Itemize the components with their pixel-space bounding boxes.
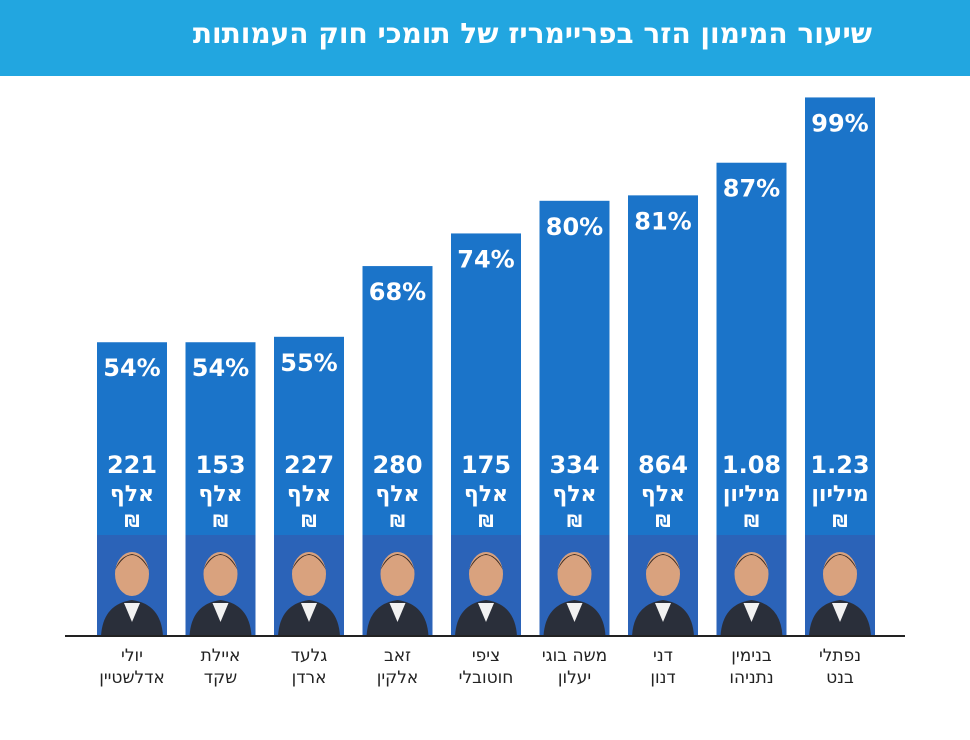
portrait-image <box>451 535 521 636</box>
name-last-label: אלקין <box>377 668 419 688</box>
percent-label: 80% <box>546 213 603 241</box>
currency-label: ₪ <box>390 512 405 532</box>
portrait-image <box>716 535 787 636</box>
name-last-label: בנט <box>826 668 854 688</box>
currency-label: ₪ <box>478 512 493 532</box>
portrait-image <box>539 535 610 636</box>
percent-label: 99% <box>811 109 868 137</box>
name-first-label: זאב <box>384 646 411 666</box>
percent-label: 74% <box>457 245 514 273</box>
unit-label: מיליון <box>723 482 780 507</box>
amount-label: 280 <box>372 451 422 479</box>
amount-label: 227 <box>284 451 334 479</box>
unit-label: אלף <box>375 482 419 507</box>
amount-label: 864 <box>638 451 688 479</box>
currency-label: ₪ <box>832 512 847 532</box>
amount-label: 334 <box>549 451 599 479</box>
percent-label: 81% <box>634 207 691 235</box>
name-first-label: משה בוגי <box>542 646 607 666</box>
unit-label: אלף <box>552 482 596 507</box>
unit-label: אלף <box>464 482 508 507</box>
name-last-label: אדלשטיין <box>99 668 165 688</box>
currency-label: ₪ <box>124 512 139 532</box>
amount-label: 1.23 <box>810 451 869 479</box>
unit-label: אלף <box>287 482 331 507</box>
amount-label: 1.08 <box>722 451 781 479</box>
name-first-label: יולי <box>121 646 143 666</box>
unit-label: אלף <box>110 482 154 507</box>
name-first-label: דני <box>653 646 673 666</box>
currency-label: ₪ <box>213 512 228 532</box>
name-last-label: דנון <box>650 668 675 688</box>
name-last-label: נתניהו <box>729 668 773 688</box>
percent-label: 54% <box>192 354 249 382</box>
portrait-image <box>628 535 698 636</box>
chart-title: שיעור המימון הזר בפריימריז של תומכי חוק … <box>192 17 872 50</box>
name-first-label: בנימין <box>731 646 772 666</box>
name-last-label: ארדן <box>292 668 327 688</box>
name-last-label: שקד <box>204 668 237 688</box>
currency-label: ₪ <box>301 512 316 532</box>
unit-label: מיליון <box>811 482 868 507</box>
amount-label: 175 <box>461 451 511 479</box>
amount-label: 153 <box>195 451 245 479</box>
portrait-image <box>362 535 433 636</box>
name-first-label: איילת <box>201 646 241 666</box>
name-first-label: גלעד <box>291 646 328 666</box>
amount-label: 221 <box>107 451 157 479</box>
percent-label: 55% <box>280 349 337 377</box>
unit-label: אלף <box>198 482 242 507</box>
name-first-label: נפתלי <box>819 646 861 666</box>
name-first-label: ציפי <box>472 646 500 666</box>
portrait-image <box>185 535 256 636</box>
portrait-image <box>97 535 167 636</box>
portrait-image <box>274 535 344 636</box>
percent-label: 54% <box>103 354 160 382</box>
portrait-image <box>805 535 875 636</box>
name-last-label: יעלון <box>558 668 591 688</box>
currency-label: ₪ <box>567 512 582 532</box>
name-last-label: חוטובלי <box>459 668 514 688</box>
currency-label: ₪ <box>655 512 670 532</box>
currency-label: ₪ <box>744 512 759 532</box>
percent-label: 68% <box>369 278 426 306</box>
unit-label: אלף <box>641 482 685 507</box>
percent-label: 87% <box>723 175 780 203</box>
header-banner: שיעור המימון הזר בפריימריז של תומכי חוק … <box>0 0 970 76</box>
